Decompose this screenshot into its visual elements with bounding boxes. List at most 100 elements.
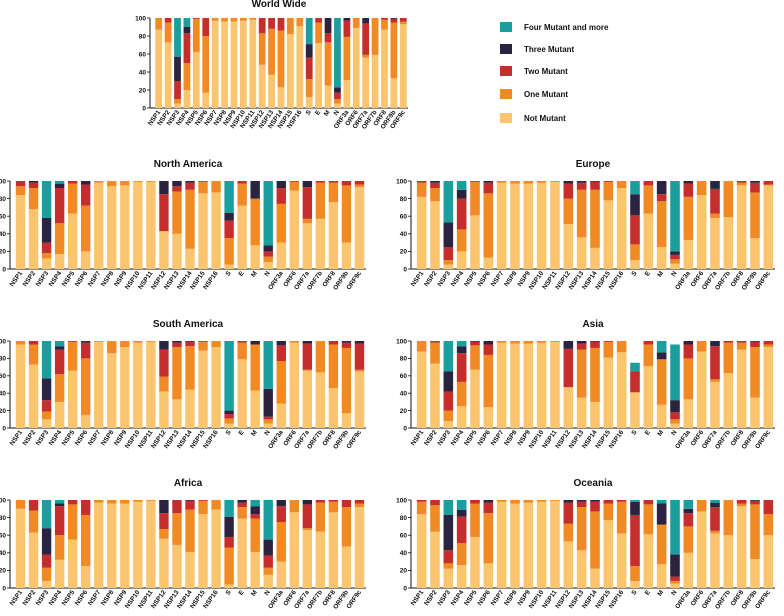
bar-segment-nsp8-not-mutant [107, 353, 117, 428]
bar-segment-nsp5-two-mutant [67, 500, 78, 505]
bar-segment-nsp4-two-mutant [456, 353, 467, 382]
panel-title: World Wide [252, 0, 307, 10]
bar-segment-orf9b-not-mutant [750, 397, 760, 428]
bar-segment-nsp3-three-mutant [41, 217, 52, 243]
bar-segment-s-two-mutant [630, 514, 640, 566]
bar-segment-orf9c-not-mutant [763, 535, 774, 588]
bar-segment-nsp13-not-mutant [268, 74, 275, 108]
bar-segment-orf8-one-mutant [328, 501, 339, 513]
bar-segment-nsp10-not-mutant [133, 342, 143, 428]
bar-segment-e-not-mutant [315, 43, 323, 109]
bar-segment-orf9c-two-mutant [763, 500, 774, 515]
bar-segment-nsp12-three-mutant [159, 341, 169, 350]
bar-segment-nsp12-two-mutant [159, 349, 169, 377]
bar-segment-nsp6-one-mutant [483, 193, 494, 258]
bar-segment-nsp11-not-mutant [146, 500, 156, 588]
bar-segment-nsp3-one-mutant [443, 260, 454, 265]
bar-segment-nsp15-one-mutant [198, 341, 208, 351]
bar-segment-orf8-two-mutant [381, 18, 388, 20]
bar-segment-nsp9-not-mutant [230, 21, 238, 109]
panel-europe: Europe020406080100NSP1NSP2NSP3NSP4NSP5NS… [396, 159, 775, 292]
bar-segment-orf3a-one-mutant [276, 522, 286, 562]
bar-segment-orf3a-two-mutant [276, 506, 286, 522]
bar-segment-nsp13-not-mutant [172, 233, 182, 269]
bar-segment-e-not-mutant [643, 213, 654, 269]
bar-segment-orf9b-not-mutant [750, 238, 760, 269]
bar-segment-orf7b-not-mutant [371, 54, 379, 108]
bar-segment-orf8-not-mutant [736, 349, 747, 428]
bar-segment-s-not-mutant [630, 260, 640, 269]
bar-segment-nsp6-one-mutant [202, 36, 210, 93]
bar-segment-nsp11-one-mutant [550, 341, 560, 342]
bar-segment-orf7a-three-mutant [710, 502, 720, 508]
bar-segment-nsp12-three-mutant [159, 500, 169, 514]
bar-segment-nsp7-one-mutant [94, 341, 104, 342]
y-tick-label: 20 [0, 568, 6, 575]
bar-segment-nsp12-not-mutant [258, 64, 266, 108]
bar-segment-orf8-one-mutant [736, 342, 747, 350]
bar-segment-orf7a-one-mutant [710, 530, 720, 534]
bar-segment-nsp2-two-mutant [28, 182, 39, 189]
bar-segment-nsp2-not-mutant [430, 201, 440, 269]
bar-segment-orf7b-one-mutant [723, 181, 734, 218]
bar-segment-s-two-mutant [630, 215, 640, 245]
y-tick-label: 0 [142, 105, 146, 112]
bar-segment-nsp15-two-mutant [198, 181, 208, 182]
bar-segment-orf8-two-mutant [736, 341, 747, 343]
bar-segment-orf7b-two-mutant [315, 181, 326, 183]
bar-segment-nsp6-three-mutant [483, 341, 494, 345]
bar-segment-nsp16-not-mutant [616, 352, 627, 428]
bar-segment-nsp3-one-mutant [443, 410, 454, 422]
bar-segment-nsp15-one-mutant [287, 18, 294, 35]
x-tick-label: N [263, 589, 272, 597]
bar-segment-nsp3-four-mutant-and-more [41, 181, 52, 218]
bar-segment-nsp4-not-mutant [456, 565, 467, 588]
bar-segment-nsp6-two-mutant [483, 344, 494, 355]
bar-segment-e-one-mutant [237, 342, 247, 360]
bar-segment-nsp6-two-mutant [81, 184, 91, 206]
panel-title: North America [154, 159, 223, 170]
bar-segment-nsp6-three-mutant [483, 181, 494, 183]
x-tick-label: NSP7 [490, 429, 506, 447]
bar-segment-n-three-mutant [670, 400, 680, 413]
bar-segment-orf9c-not-mutant [763, 185, 774, 269]
bar-segment-nsp12-three-mutant [159, 181, 169, 195]
bar-segment-nsp1-not-mutant [15, 195, 26, 269]
bar-segment-nsp7-not-mutant [94, 502, 104, 588]
bar-segment-nsp4-two-mutant [456, 198, 467, 230]
bar-segment-orf9b-two-mutant [750, 182, 760, 193]
bar-segment-nsp4-two-mutant [183, 33, 191, 63]
y-tick-label: 80 [0, 356, 6, 363]
bar-segment-nsp1-one-mutant [15, 500, 26, 509]
bar-segment-nsp10-one-mutant [133, 500, 143, 502]
bar-segment-nsp2-not-mutant [28, 209, 39, 269]
bar-segment-m-three-mutant [656, 352, 667, 360]
bar-segment-nsp15-not-mutant [198, 514, 208, 588]
bar-segment-orf7a-not-mutant [710, 533, 720, 588]
x-tick-label: M [656, 270, 665, 278]
bar-segment-nsp10-not-mutant [536, 501, 547, 588]
bar-segment-nsp16-two-mutant [616, 500, 627, 502]
bar-segment-n-four-mutant-and-more [670, 181, 680, 252]
legend-item-not-mutant: Not Mutant [500, 113, 566, 123]
bar-segment-nsp13-two-mutant [268, 18, 275, 29]
bar-segment-nsp5-not-mutant [470, 369, 480, 428]
bar-segment-m-three-mutant [250, 181, 260, 199]
bar-segment-orf8-two-mutant [736, 500, 747, 504]
bar-segment-orf7a-one-mutant [710, 213, 720, 218]
x-tick-label: NSP4 [450, 270, 466, 288]
bar-segment-orf8-not-mutant [736, 185, 747, 269]
bar-segment-nsp12-two-mutant [563, 502, 574, 524]
bar-segment-s-one-mutant [630, 244, 640, 261]
x-tick-label: S [630, 270, 639, 278]
bar-segment-orf7b-not-mutant [723, 217, 734, 269]
y-tick-label: 60 [400, 214, 408, 221]
bar-segment-orf9b-not-mutant [341, 413, 352, 428]
bar-segment-n-four-mutant-and-more [334, 18, 341, 88]
bar-segment-orf9b-three-mutant [341, 341, 352, 343]
bar-segment-orf9b-one-mutant [390, 22, 398, 79]
bar-segment-nsp14-not-mutant [277, 87, 285, 108]
bar-segment-nsp16-one-mutant [296, 18, 304, 27]
bar-segment-orf9c-not-mutant [399, 24, 407, 108]
bar-segment-orf6-not-mutant [696, 511, 707, 588]
